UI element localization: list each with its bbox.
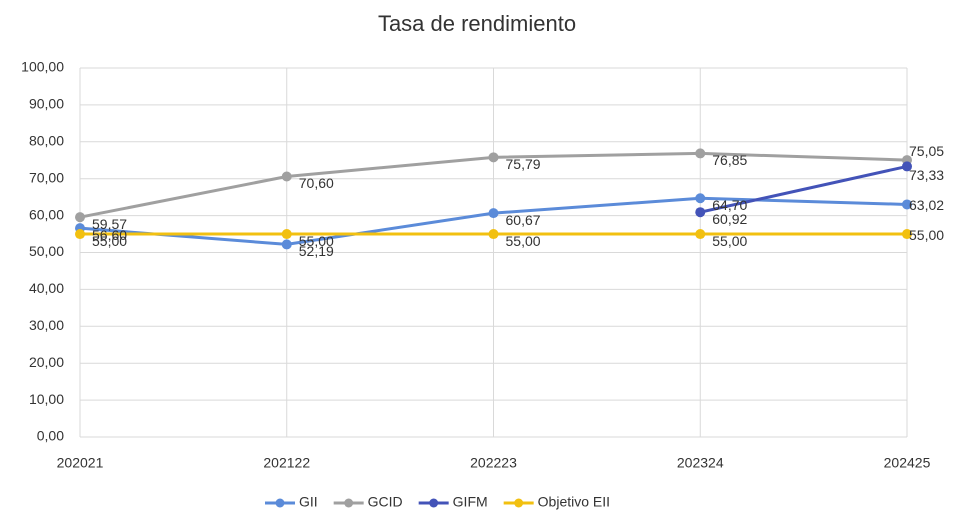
series-line [699,164,908,214]
y-tick-label: 20,00 [29,354,64,370]
data-label: 73,33 [909,167,944,183]
data-label: 55,00 [506,233,541,249]
data-label: 56,60 [92,227,127,243]
point [75,229,85,240]
data-label: 60,67 [506,212,541,228]
data-label: 59,57 [92,216,127,232]
point [281,229,292,240]
y-tick-label: 60,00 [29,206,64,222]
point [695,193,706,204]
point [488,208,499,219]
data-label: 55,00 [92,233,127,249]
point [902,229,912,240]
data-label: 70,60 [299,175,334,191]
legend-marker [429,498,439,508]
legend-marker [514,498,524,508]
legend-label: GCID [368,494,403,510]
chart-title: Tasa de rendimiento [378,11,576,36]
point [695,207,706,218]
point [281,171,292,182]
point [902,161,912,172]
y-tick-label: 50,00 [29,243,64,259]
data-label: 55,00 [909,227,944,243]
data-label: 63,02 [909,197,944,213]
point [902,199,912,210]
data-label: 55,00 [299,233,334,249]
point [488,229,499,240]
y-tick-label: 10,00 [29,391,64,407]
y-tick-label: 30,00 [29,317,64,333]
y-tick-label: 40,00 [29,280,64,296]
y-tick-label: 70,00 [29,169,64,185]
x-tick-label: 202122 [263,455,310,471]
x-tick-label: 202223 [470,455,517,471]
x-tick-label: 202021 [57,455,104,471]
legend-marker [344,498,354,508]
data-label: 60,92 [712,211,747,227]
data-label: 75,05 [909,143,944,159]
legend-label: GII [299,494,318,510]
x-tick-label: 202425 [884,455,931,471]
x-tick-label: 202324 [677,455,724,471]
data-label: 55,00 [712,233,747,249]
y-tick-label: 80,00 [29,133,64,149]
y-tick-label: 100,00 [21,59,64,75]
y-tick-label: 90,00 [29,96,64,112]
data-label: 52,19 [299,243,334,259]
legend-marker [275,498,285,508]
point [695,148,706,159]
legend-label: Objetivo EII [538,494,610,510]
point [695,229,706,240]
data-label: 64,70 [712,197,747,213]
legend-label: GIFM [453,494,488,510]
data-label: 75,79 [506,156,541,172]
y-tick-label: 0,00 [37,428,64,444]
point [281,239,292,250]
point [488,152,499,163]
point [75,212,85,223]
data-label: 76,85 [712,152,747,168]
